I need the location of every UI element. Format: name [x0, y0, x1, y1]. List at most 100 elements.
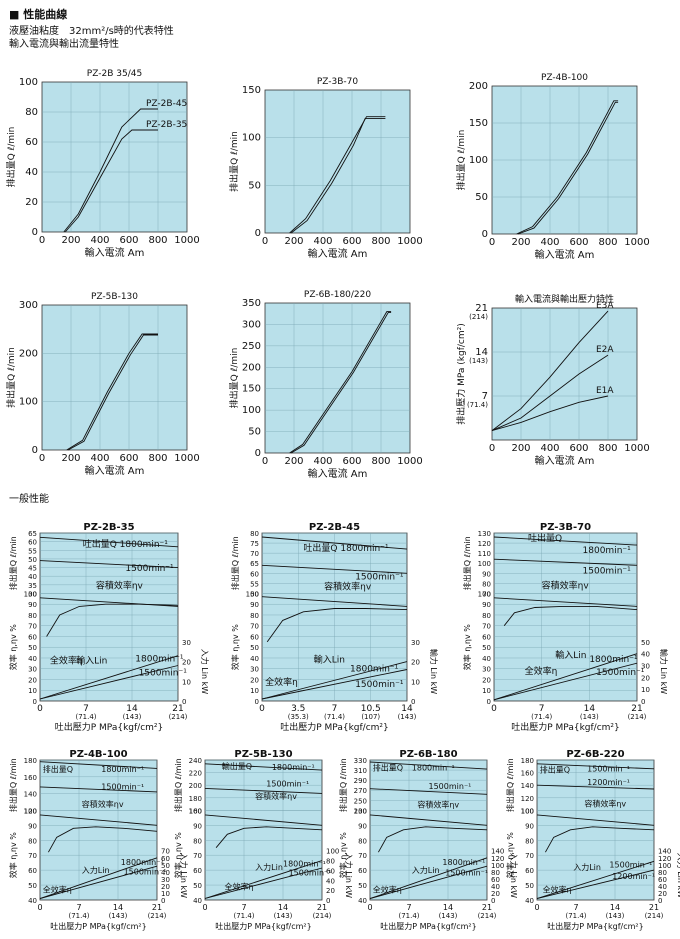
curve-label: 1200min⁻¹ [587, 778, 630, 787]
y-tick-label: 80 [250, 530, 259, 538]
series-label: E2A [596, 345, 614, 355]
y-tick-label: 0 [487, 698, 491, 706]
plot-area [369, 759, 488, 901]
y-tick-sublabel: (71.4) [467, 401, 488, 409]
right-tick-label: 20 [658, 890, 667, 898]
right-tick-label: 20 [641, 674, 650, 682]
right-tick-label: 30 [161, 876, 170, 884]
curve-label: 1800min⁻¹ [350, 664, 399, 674]
flow-chart-3: 0 200 400 600 800 1000 0 100 200 300 PZ-5B-130 輸入電流… [5, 292, 200, 477]
y-tick-label: 70 [250, 623, 259, 631]
y-tick-label: 50 [475, 192, 488, 203]
x-tick-label: 7 [573, 903, 578, 912]
y-tick-label: 60 [28, 539, 37, 547]
series-line-1 [64, 129, 158, 233]
y-tick-label: 45 [28, 565, 37, 573]
x-tick-label: 400 [313, 456, 332, 467]
curve-label: 容積效率ηv [255, 791, 297, 801]
efficiency-series-1 [545, 826, 655, 853]
x-tick-label: 800 [598, 443, 617, 454]
curve-label: 全效率η [50, 654, 83, 666]
curve-label: 1500min⁻¹ [355, 572, 404, 582]
power-series-0 [39, 857, 158, 900]
x-tick-label: 400 [90, 235, 109, 246]
x-tick-label: 200 [61, 235, 80, 246]
y-axis-label: 排出量Q ℓ/min [455, 130, 467, 191]
x-tick-label: 14 [126, 704, 138, 714]
y-tick-label: 90 [482, 570, 491, 578]
curve-label: 1500min⁻¹ [596, 668, 645, 678]
x-tick-label: 800 [371, 456, 390, 467]
x-axis-label: 吐出壓力P MPa{kgf/cm²} [215, 921, 311, 931]
y-tick-label: 50 [482, 644, 491, 652]
curve-label: 容積效率ηv [584, 799, 626, 809]
curve-label: 1800min⁻¹ [283, 859, 326, 868]
efficiency-series-1 [215, 826, 323, 848]
curve-label: 1800min⁻¹ [135, 655, 184, 665]
bottom-y-axis-label: 效率 η,ηv % [505, 832, 515, 879]
x-tick-label: 200 [284, 456, 303, 467]
curve-label: 吐出量Q [528, 532, 562, 544]
efficiency-series-1 [46, 603, 179, 637]
x-tick-sublabel: (143) [439, 912, 458, 920]
y-tick-label: 70 [28, 852, 37, 860]
right-tick-label: 20 [411, 659, 420, 667]
y-tick-label: 130 [478, 530, 491, 538]
curve-label: 全效率η [525, 665, 558, 677]
power-series-0 [493, 653, 638, 701]
x-tick-label: 0 [534, 903, 539, 912]
y-tick-label: 60 [28, 867, 37, 875]
curve-label: 1500min⁻¹ [125, 564, 174, 574]
curve-label: 排出量Q [43, 764, 73, 774]
x-tick-label: 600 [119, 453, 138, 464]
series-line-0 [63, 108, 158, 233]
curve-label: 容積效率ηv [324, 580, 372, 592]
right-y-axis-label: 入力 Lin kW [344, 853, 354, 898]
y-tick-label: 55 [250, 580, 259, 588]
y-tick-label: 100 [521, 807, 534, 815]
chart-title: PZ-5B-130 [234, 749, 292, 760]
x-tick-sublabel: (143) [123, 713, 142, 721]
y-tick-label: 230 [354, 807, 367, 815]
y-tick-label: 20 [250, 676, 259, 684]
y-tick-label: 0 [32, 227, 38, 238]
right-tick-label: 50 [641, 639, 650, 647]
plot-area [41, 81, 188, 233]
curve-label: 吐出量Q 1800min⁻¹ [83, 538, 169, 550]
y-axis-label: 排出量Q ℓ/min [228, 348, 240, 409]
y-tick-label: 160 [24, 774, 37, 782]
flow-series-0 [369, 761, 488, 770]
series-label: PZ-2B-45 [146, 99, 187, 109]
x-tick-sublabel: (214) [313, 912, 332, 920]
y-tick-label: 40 [250, 655, 259, 663]
curve-label: 容積效率ηv [82, 799, 124, 809]
y-tick-label: 0 [482, 229, 488, 240]
right-tick-label: 10 [641, 686, 650, 694]
y-tick-label: 100 [19, 397, 38, 408]
right-tick-label: 120 [491, 855, 504, 863]
power-series-1 [39, 865, 158, 900]
power-series-1 [261, 669, 408, 700]
performance-chart-5: 0 7(71.4) 14(143) 21(214) 230 250 270 290 310 330… [338, 749, 519, 931]
y-tick-label: 60 [250, 633, 259, 641]
bottom-y-axis-label: 效率 η,ηv % [173, 832, 183, 879]
curve-label: 1500min⁻¹ [139, 668, 188, 678]
y-tick-label: 10 [482, 687, 491, 695]
flow-series-1 [204, 787, 323, 794]
x-tick-label: 600 [569, 443, 588, 454]
y-tick-label: 60 [28, 633, 37, 641]
efficiency-series-1 [48, 826, 158, 853]
subtitle-current-flow: 輸入電流與輸出流量特性 [9, 39, 119, 50]
y-tick-label: 180 [24, 757, 37, 765]
y-tick-label: 20 [482, 676, 491, 684]
x-tick-label: 200 [61, 453, 80, 464]
x-tick-label: 0 [37, 903, 42, 912]
chart-title: PZ-2B-35 [83, 522, 134, 533]
x-tick-label: 200 [284, 236, 303, 247]
efficiency-series-1 [378, 826, 488, 853]
chart-title: PZ-6B-180 [399, 749, 457, 760]
x-tick-label: 400 [540, 443, 559, 454]
right-tick-label: 100 [326, 848, 339, 856]
y-tick-label: 50 [248, 180, 261, 191]
flow-chart-2: 0 200 400 600 800 1000 0 50 100 150 200 PZ-4B-100 輸入… [455, 73, 650, 261]
